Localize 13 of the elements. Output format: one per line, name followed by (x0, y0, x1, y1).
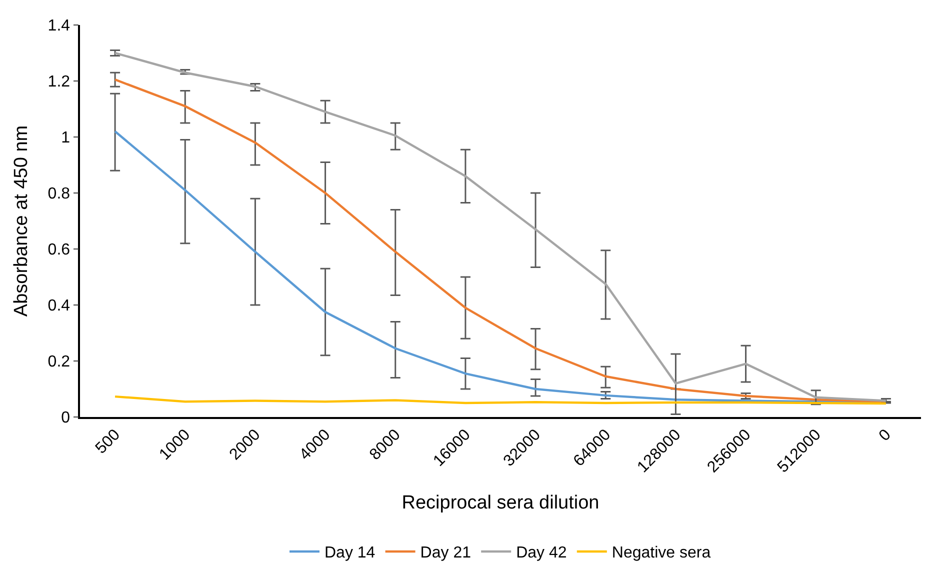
y-tick-label: 0.4 (48, 298, 70, 315)
y-tick-label: 0.6 (48, 242, 70, 259)
y-axis-title: Absorbance at 450 nm (11, 125, 32, 317)
line-series (114, 395, 888, 405)
x-tick-label: 0 (876, 426, 895, 445)
y-tick-label: 1.2 (48, 74, 70, 91)
y-tick-label: 0 (61, 410, 70, 427)
y-tick-label: 1.4 (48, 18, 70, 35)
x-tick-label: 500 (92, 426, 124, 458)
x-axis-title: Reciprocal sera dilution (402, 492, 600, 514)
y-tick-label: 0.8 (48, 186, 70, 203)
y-tick-label: 0.2 (48, 354, 70, 371)
y-tick-label: 1 (61, 130, 70, 147)
